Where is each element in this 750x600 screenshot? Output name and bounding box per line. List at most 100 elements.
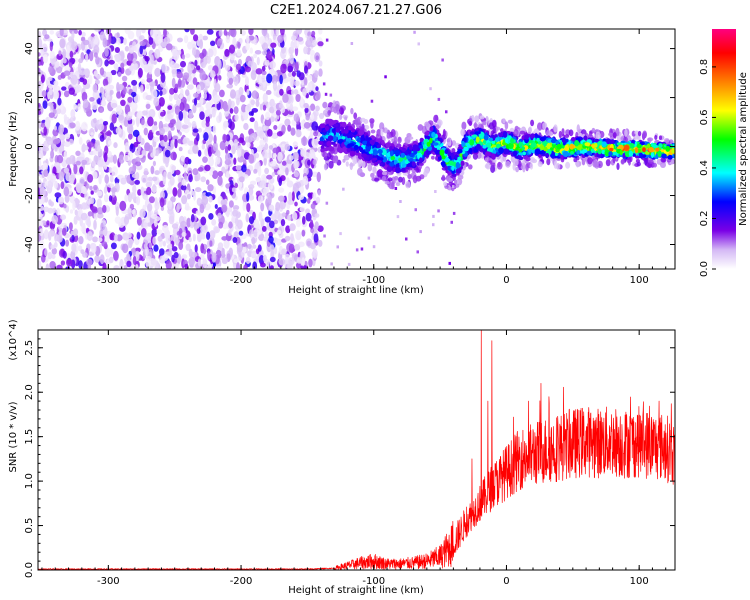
spectrogram-noise-cell <box>206 93 212 101</box>
spectrogram-noise-cell <box>318 68 323 77</box>
spectrogram-noise-cell <box>192 233 196 242</box>
spectrogram-noise-cell <box>127 111 134 117</box>
spectrogram-signal-cell <box>583 135 588 142</box>
spectrogram-noise-cell <box>119 200 127 211</box>
spectrogram-noise-cell <box>229 108 234 114</box>
spectrogram-halo-cell <box>660 162 666 168</box>
spectrogram-noise-cell <box>122 243 129 254</box>
spectrogram-noise-cell <box>46 220 50 226</box>
spectrogram-noise-cell <box>269 98 275 107</box>
spectrogram-noise-cell <box>75 160 81 166</box>
spectrogram-noise-cell <box>210 40 216 46</box>
spectrogram-noise-cell <box>233 76 239 86</box>
spectrogram-noise-cell <box>250 252 257 258</box>
spectrogram-noise-cell <box>165 234 171 244</box>
spectrogram-noise-cell <box>130 143 134 150</box>
spectrogram-signal-cell <box>518 149 523 154</box>
spectrogram-noise-cell <box>162 240 166 247</box>
spectrogram-noise-cell <box>302 215 306 225</box>
spectrogram-noise-cell <box>318 60 323 67</box>
spectrogram-noise-cell <box>209 230 216 240</box>
spectrogram-signal-cell <box>470 131 475 135</box>
spectrogram-halo-cell <box>381 175 387 182</box>
spectrogram-noise-cell <box>295 129 302 138</box>
spectrogram-signal-cell <box>346 147 351 153</box>
spectrogram-noise-cell <box>287 65 294 73</box>
spectrogram-noise-cell <box>270 42 277 48</box>
spectrogram-halo-cell <box>383 127 388 134</box>
spectrogram-noise-cell <box>88 74 93 85</box>
spectrogram-noise-cell <box>204 164 211 172</box>
spectrogram-noise-cell <box>253 35 258 46</box>
spectrogram-halo-cell <box>394 175 399 181</box>
spectrogram-noise-cell <box>183 171 187 181</box>
spectrogram-noise-cell <box>105 87 110 93</box>
spectrogram-noise-cell <box>257 195 264 203</box>
spectrogram-noise-cell <box>200 176 206 183</box>
spectrogram-halo-cell <box>367 164 373 172</box>
spectrogram-noise-cell <box>262 254 267 263</box>
spectrogram-noise-cell <box>100 169 104 179</box>
spectrogram-noise-cell <box>95 56 100 65</box>
spectrogram-noise-cell <box>300 96 304 107</box>
spectrogram-noise-cell <box>162 224 169 233</box>
spectrogram-noise-cell <box>108 84 114 90</box>
spectrogram-noise-cell <box>159 127 166 136</box>
spectrogram-signal-cell <box>624 150 631 158</box>
spectrogram-noise-cell <box>214 226 220 234</box>
spectrogram-noise-cell <box>69 122 76 129</box>
spectrogram-noise-cell <box>238 86 244 96</box>
spectrogram-signal-cell <box>341 121 347 128</box>
spectrogram-noise-cell <box>111 199 117 205</box>
spectrogram-noise-cell <box>56 108 62 115</box>
spectrogram-noise-cell <box>314 213 320 218</box>
spectrogram-noise-cell <box>42 146 50 152</box>
spectrogram-signal-cell <box>381 148 387 156</box>
spectrogram-noise-cell <box>132 185 136 193</box>
spectrogram-halo-cell <box>647 137 654 142</box>
spectrogram-noise-cell <box>224 48 230 57</box>
spectrogram-noise-cell <box>296 257 302 264</box>
spectrogram-halo-cell <box>360 117 366 123</box>
spectrogram-noise-cell <box>84 181 88 186</box>
spectrogram-noise-cell <box>232 37 237 47</box>
spectrogram-noise-cell <box>282 93 289 103</box>
spectrogram-noise-cell <box>317 225 324 232</box>
spectrogram-noise-cell <box>168 247 173 258</box>
spectrogram-noise-cell <box>212 125 217 134</box>
spectrogram-noise-cell <box>92 236 99 243</box>
spectrogram-noise-cell <box>44 196 49 203</box>
spectrogram-noise-cell <box>69 178 75 184</box>
spectrogram-noise-cell <box>108 195 113 202</box>
spectrogram-noise-cell <box>266 73 273 84</box>
spectrogram-noise-cell <box>87 174 94 183</box>
spectrogram-signal-cell <box>338 147 344 154</box>
spectrogram-noise-cell <box>145 94 152 101</box>
spectrogram-noise-cell <box>185 243 191 252</box>
spectrogram-noise-cell <box>211 107 216 118</box>
spectrogram-noise-cell <box>136 231 141 240</box>
spectrogram-noise-cell <box>135 161 142 167</box>
spectrogram-noise-cell <box>116 105 123 115</box>
spectrogram-noise-cell <box>259 103 264 111</box>
spectrogram-noise-cell <box>205 179 210 185</box>
spectrogram-noise-cell <box>245 213 250 223</box>
spectrogram-halo-cell <box>591 127 596 133</box>
spectrogram-noise-cell <box>196 232 202 243</box>
spectrogram-noise-cell <box>232 209 239 217</box>
spectrogram-noise-cell <box>86 258 93 266</box>
spectrogram-noise-cell <box>264 216 271 223</box>
spectrogram-noise-cell <box>289 103 294 112</box>
spectrogram-noise-cell <box>56 66 63 74</box>
spectrogram-noise-cell <box>177 188 182 198</box>
spectrogram-noise-cell <box>314 70 319 78</box>
spectrogram-noise-cell <box>311 138 319 149</box>
spectrogram-noise-cell <box>289 53 294 65</box>
spectrogram-signal-cell <box>408 145 413 151</box>
spectrogram-noise-cell <box>170 196 176 203</box>
spectrogram-noise-cell <box>142 177 146 183</box>
spectrogram-noise-cell <box>245 256 251 264</box>
spectrogram-noise-cell <box>302 176 309 186</box>
spectrogram-noise-cell <box>116 37 121 46</box>
spectrogram-noise-cell <box>161 63 168 73</box>
